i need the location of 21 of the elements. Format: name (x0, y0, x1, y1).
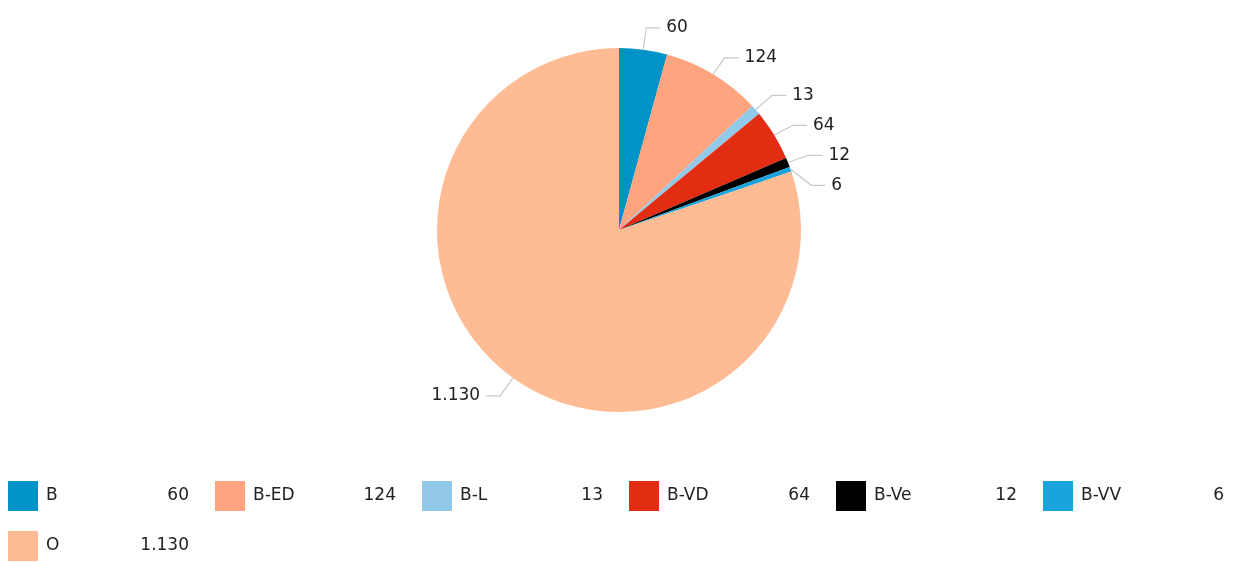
text: 124 (363, 484, 396, 505)
data-label: 1.130 (431, 384, 481, 405)
legend-label: B-VD (667, 484, 709, 505)
text: 6 (1213, 484, 1224, 505)
data-label: 13 (792, 83, 814, 104)
legend-label: B-VV (1081, 484, 1122, 505)
legend-label: B-L (460, 484, 488, 505)
legend-label: B-ED (253, 484, 295, 505)
text: 1.130 (140, 534, 189, 555)
data-label: 6 (831, 173, 843, 194)
text: 60 (167, 484, 189, 505)
legend-label: O (46, 534, 60, 555)
data-label: 64 (812, 113, 835, 134)
text: 64 (788, 484, 810, 505)
text: 13 (581, 484, 603, 505)
data-label: 124 (744, 46, 778, 67)
legend-label: B (46, 484, 58, 505)
text: 12 (995, 484, 1017, 505)
data-label: 12 (828, 143, 851, 164)
legend-label: B-Ve (874, 484, 912, 505)
data-label: 60 (666, 16, 688, 37)
